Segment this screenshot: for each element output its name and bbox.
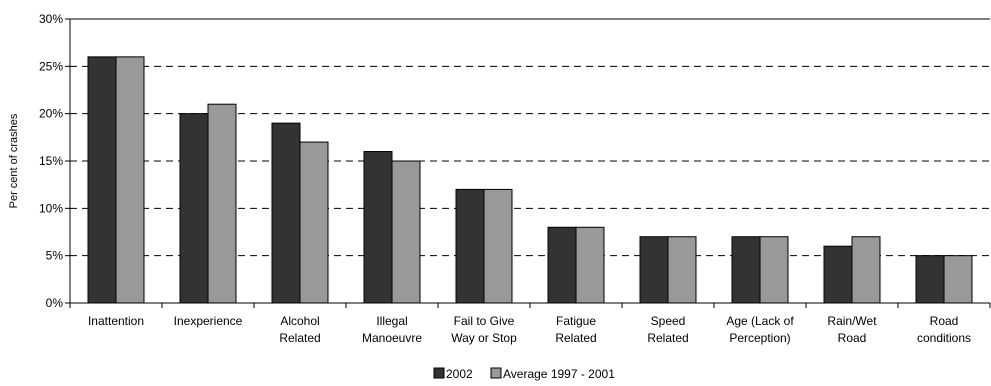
bar-series2 — [483, 188, 513, 304]
x-tick-label: Fatigue — [556, 314, 596, 328]
x-tick-label: Road — [838, 331, 867, 345]
x-tick-label: Related — [279, 331, 320, 345]
x-tick-label: Fail to Give — [454, 314, 515, 328]
bar-series2 — [759, 236, 789, 304]
x-tick-label: Related — [555, 331, 596, 345]
bar-series1 — [271, 122, 301, 304]
bar-series2 — [851, 236, 881, 304]
bar-series1 — [363, 151, 393, 304]
y-tick-label: 5% — [46, 249, 64, 263]
x-tick-label: conditions — [917, 331, 971, 345]
y-axis-label: Per cent of crashes — [8, 113, 20, 208]
bar-series2 — [115, 56, 145, 304]
bar-series2 — [299, 141, 329, 304]
y-tick-label: 20% — [39, 107, 63, 121]
bar-series1 — [455, 188, 485, 304]
x-tick-label: Inattention — [88, 314, 144, 328]
x-tick-label: Related — [647, 331, 688, 345]
bar-series1 — [547, 226, 577, 304]
y-tick-label: 30% — [39, 12, 63, 26]
y-tick-label: 10% — [39, 201, 63, 215]
legend-label-average: Average 1997 - 2001 — [503, 367, 615, 381]
bar-series2 — [207, 103, 237, 304]
legend-label-2002: 2002 — [446, 367, 473, 381]
bar-series1 — [823, 245, 853, 304]
bar-series2 — [391, 160, 421, 304]
x-tick-label: Way or Stop — [451, 331, 517, 345]
x-tick-label: Age (Lack of — [726, 314, 794, 328]
legend-swatch-average — [490, 367, 502, 379]
bar-series1 — [639, 236, 669, 304]
bar-series1 — [915, 255, 945, 304]
bar-series1 — [179, 113, 209, 304]
x-tick-label: Inexperience — [174, 314, 243, 328]
x-tick-label: Alcohol — [280, 314, 319, 328]
x-tick-label: Illegal — [376, 314, 407, 328]
x-tick-label: Rain/Wet — [827, 314, 877, 328]
bar-series2 — [667, 236, 697, 304]
bar-series2 — [575, 226, 605, 304]
x-tick-label: Perception) — [729, 331, 790, 345]
x-tick-label: Road — [930, 314, 959, 328]
bar-series2 — [943, 255, 973, 304]
bar-series1 — [87, 56, 117, 304]
y-tick-label: 0% — [46, 296, 64, 310]
x-tick-label: Manoeuvre — [362, 331, 422, 345]
y-tick-label: 15% — [39, 154, 63, 168]
bar-series1 — [731, 236, 761, 304]
y-tick-label: 25% — [39, 59, 63, 73]
x-tick-label: Speed — [651, 314, 686, 328]
legend-swatch-2002 — [433, 367, 445, 379]
